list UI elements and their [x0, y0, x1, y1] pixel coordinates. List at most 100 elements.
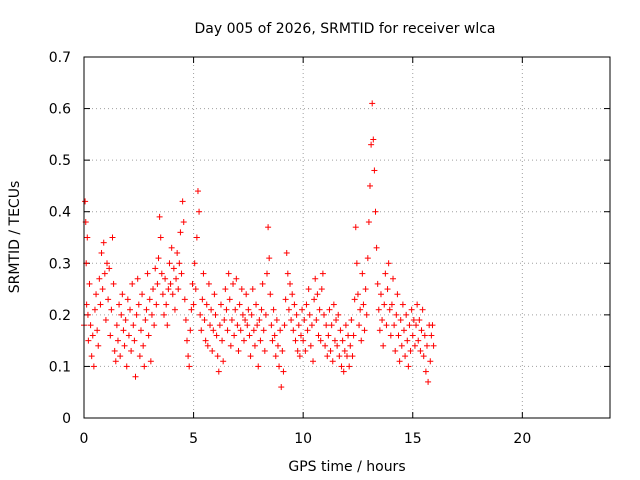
data-point-marker	[297, 332, 304, 339]
data-point-marker	[342, 322, 349, 329]
data-point-marker	[328, 322, 335, 329]
data-point-marker	[169, 291, 176, 298]
data-point-marker	[307, 342, 314, 349]
data-point-marker	[316, 306, 323, 313]
data-point-marker	[259, 280, 266, 287]
data-point-marker	[191, 260, 198, 267]
data-point-marker	[159, 291, 166, 298]
data-point-marker	[349, 353, 356, 360]
data-point-marker	[211, 291, 218, 298]
data-point-marker	[124, 296, 131, 303]
data-point-marker	[198, 327, 205, 334]
data-point-marker	[276, 363, 283, 370]
data-point-marker	[428, 332, 435, 339]
data-point-marker	[387, 332, 394, 339]
data-point-marker	[386, 306, 393, 313]
data-point-marker	[379, 317, 386, 324]
data-point-marker	[248, 311, 255, 318]
data-point-marker	[141, 363, 148, 370]
data-point-marker	[96, 275, 103, 282]
data-point-marker	[189, 280, 196, 287]
data-point-marker	[249, 286, 256, 293]
data-point-marker	[128, 347, 135, 354]
data-point-marker	[214, 353, 221, 360]
data-point-marker	[216, 322, 223, 329]
data-point-marker	[143, 306, 150, 313]
data-point-marker	[315, 332, 322, 339]
data-point-marker	[164, 322, 171, 329]
data-point-marker	[226, 296, 233, 303]
data-point-marker	[305, 286, 312, 293]
data-point-marker	[228, 317, 235, 324]
data-point-marker	[400, 327, 407, 334]
y-tick-label: 0.2	[49, 308, 71, 324]
data-point-marker	[188, 306, 195, 313]
data-point-marker	[374, 280, 381, 287]
data-point-marker	[202, 337, 209, 344]
data-point-marker	[244, 322, 251, 329]
data-point-marker	[359, 270, 366, 277]
data-point-marker	[421, 332, 428, 339]
label-layer: 0 0.1 0.2 0.3 0.4 0.5 0.6 0.7 0 5 10 15 20	[49, 50, 532, 447]
data-point-marker	[383, 322, 390, 329]
data-point-marker	[393, 311, 400, 318]
data-point-marker	[365, 219, 372, 226]
data-point-marker	[384, 286, 391, 293]
data-point-marker	[139, 291, 146, 298]
data-point-marker	[91, 306, 98, 313]
data-point-marker	[223, 306, 230, 313]
data-point-marker	[360, 301, 367, 308]
data-point-marker	[356, 322, 363, 329]
data-point-marker	[235, 347, 242, 354]
data-point-marker	[89, 332, 96, 339]
data-point-marker	[237, 327, 244, 334]
y-tick-label: 0	[62, 411, 71, 427]
data-point-marker	[231, 332, 238, 339]
data-point-marker	[418, 327, 425, 334]
data-point-marker	[196, 208, 203, 215]
data-point-marker	[430, 342, 437, 349]
data-point-marker	[151, 322, 158, 329]
data-point-marker	[407, 347, 414, 354]
data-point-marker	[408, 306, 415, 313]
data-point-marker	[264, 270, 271, 277]
data-point-marker	[415, 337, 422, 344]
data-point-marker	[310, 358, 317, 365]
data-point-marker	[147, 358, 154, 365]
x-tick-label: 5	[189, 431, 198, 447]
data-point-marker	[173, 275, 180, 282]
data-point-marker	[88, 353, 95, 360]
data-point-marker	[166, 260, 173, 267]
data-point-marker	[413, 322, 420, 329]
data-point-marker	[399, 301, 406, 308]
data-point-marker	[284, 270, 291, 277]
data-point-marker	[271, 332, 278, 339]
data-point-marker	[242, 317, 249, 324]
data-point-marker	[397, 317, 404, 324]
data-point-marker	[262, 311, 269, 318]
data-point-marker	[125, 332, 132, 339]
data-point-marker	[331, 337, 338, 344]
data-point-marker	[257, 337, 264, 344]
data-point-marker	[154, 280, 161, 287]
data-point-marker	[175, 286, 182, 293]
data-point-marker	[351, 296, 358, 303]
data-point-marker	[222, 286, 229, 293]
data-point-marker	[95, 342, 102, 349]
data-point-marker	[283, 249, 290, 256]
data-point-marker	[82, 198, 89, 205]
data-point-marker	[113, 322, 120, 329]
data-point-marker	[345, 332, 352, 339]
data-point-marker	[420, 353, 427, 360]
data-point-marker	[185, 353, 192, 360]
data-point-marker	[132, 373, 139, 380]
y-tick-label: 0.1	[49, 359, 71, 375]
data-point-marker	[395, 332, 402, 339]
data-point-marker	[225, 270, 232, 277]
data-point-marker	[157, 234, 164, 241]
data-point-marker	[142, 317, 149, 324]
data-point-marker	[171, 306, 178, 313]
data-point-marker	[308, 322, 315, 329]
data-point-marker	[329, 358, 336, 365]
data-point-marker	[336, 353, 343, 360]
